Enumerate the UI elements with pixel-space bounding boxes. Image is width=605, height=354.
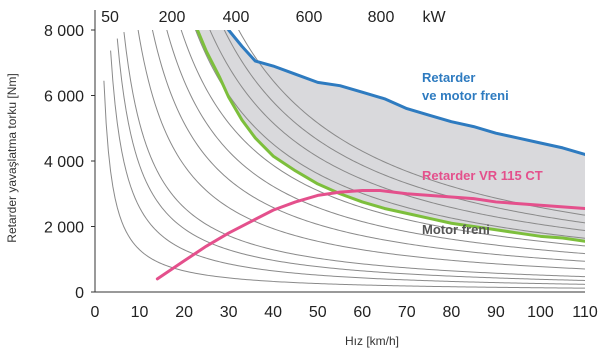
y-tick-label: 8 000	[44, 23, 84, 40]
power-tick-label: 600	[296, 9, 323, 26]
x-axis-label: Hız [km/h]	[345, 334, 399, 348]
series-line-retarder-vr	[155, 188, 585, 281]
y-tick-label: 6 000	[44, 89, 84, 106]
x-tick-label: 70	[398, 304, 416, 321]
power-tick-label: 400	[223, 9, 250, 26]
power-curve-900kw	[223, 30, 585, 224]
power-curve-150kw	[116, 38, 585, 281]
annotation-retarder-motor-line1: Retarder	[422, 70, 475, 85]
annotation-retarder-motor-line2: ve motor freni	[422, 88, 509, 103]
x-tick-label: 50	[309, 304, 327, 321]
power-curve-500kw	[166, 30, 585, 255]
x-tick-label: 110	[572, 304, 598, 321]
y-axis-label: Retarder yavaşlatma torku [Nm]	[5, 73, 19, 242]
series-line-retarder-motor	[227, 30, 585, 156]
power-curve-700kw	[195, 30, 585, 239]
x-tick-label: 80	[442, 304, 460, 321]
series-line-motor-freni	[195, 30, 585, 243]
x-tick-label: 60	[353, 304, 371, 321]
annotation-motor-freni: Motor freni	[422, 222, 490, 237]
series-lines	[155, 30, 585, 281]
x-tick-label: 100	[527, 304, 554, 321]
power-ticks: 50 200 400 600 800 kW	[101, 9, 446, 26]
y-tick-label: 2 000	[44, 220, 84, 237]
x-tick-label: 30	[220, 304, 238, 321]
x-tick-label: 0	[91, 304, 100, 321]
power-curve-400kw	[151, 30, 585, 262]
x-tick-label: 10	[131, 304, 149, 321]
power-tick-label: 800	[368, 9, 395, 26]
power-curve-200kw	[123, 31, 585, 278]
x-tick-label: 40	[264, 304, 282, 321]
axes	[94, 10, 585, 293]
x-tick-label: 90	[487, 304, 505, 321]
y-ticks: 0 2 000 4 000 6 000 8 000	[44, 23, 95, 302]
power-curve-50kw	[103, 80, 585, 289]
power-tick-label: 50	[101, 9, 119, 26]
x-tick-label: 20	[175, 304, 193, 321]
y-tick-label: 4 000	[44, 154, 84, 171]
power-tick-label: 200	[159, 9, 186, 26]
annotation-retarder-vr: Retarder VR 115 CT	[422, 168, 543, 183]
y-tick-label: 0	[75, 285, 84, 302]
power-curve-600kw	[180, 30, 585, 247]
power-curve-100kw	[110, 50, 585, 285]
power-curve-300kw	[137, 30, 585, 270]
shaded-area	[197, 30, 585, 242]
shaded-region	[197, 30, 585, 242]
x-ticks: 0 10 20 30 40 50 60 70 80 90 100 110	[91, 304, 598, 321]
power-unit-label: kW	[422, 9, 446, 26]
